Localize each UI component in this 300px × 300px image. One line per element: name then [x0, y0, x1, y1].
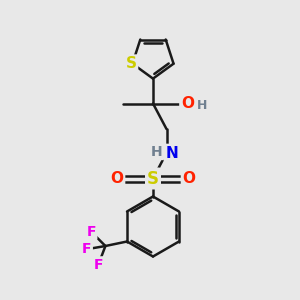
- Text: S: S: [147, 169, 159, 188]
- Text: F: F: [94, 258, 104, 272]
- Text: S: S: [125, 56, 136, 71]
- Text: F: F: [86, 225, 96, 238]
- Text: H: H: [196, 99, 207, 112]
- Text: F: F: [82, 242, 91, 256]
- Text: H: H: [151, 145, 163, 158]
- Text: O: O: [110, 171, 124, 186]
- Text: N: N: [166, 146, 178, 160]
- Text: O: O: [182, 171, 196, 186]
- Text: O: O: [181, 96, 194, 111]
